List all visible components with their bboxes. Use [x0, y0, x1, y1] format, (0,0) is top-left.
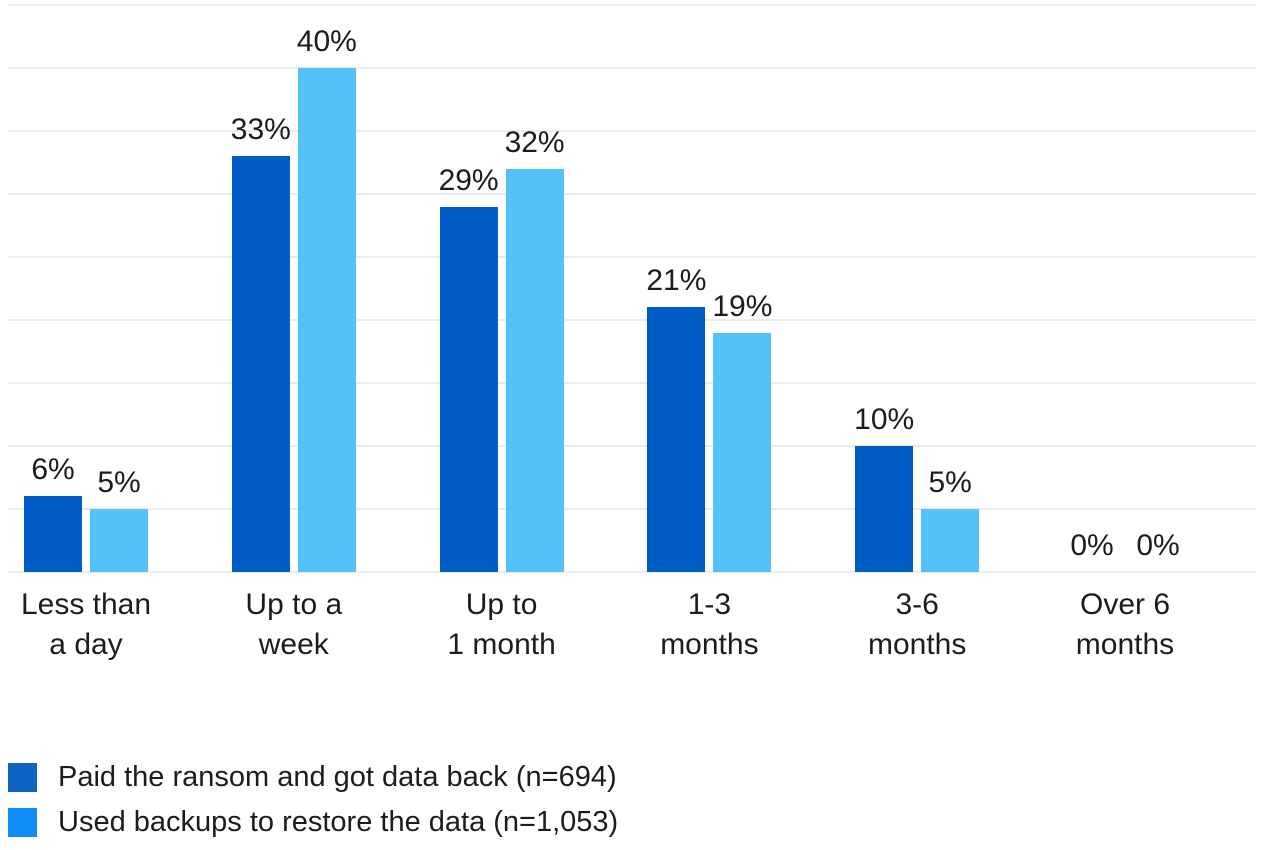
value-label-series1-cat1: 6%	[31, 453, 75, 487]
bar-series1-cat5	[855, 446, 914, 572]
x-axis-label-cat2: Up to a week	[190, 585, 398, 665]
x-axis-label-line: months	[1075, 628, 1175, 661]
value-label-series1-cat4: 21%	[646, 264, 707, 298]
x-axis-label-line: a day	[49, 628, 123, 661]
gridline-15pct	[8, 382, 1256, 384]
x-axis-label-line: 3-6	[895, 588, 939, 621]
x-axis-label-line: 1 month	[447, 628, 556, 661]
value-label-series2-cat6: 0%	[1136, 529, 1180, 562]
x-axis-label-cat3: Up to 1 month	[398, 585, 606, 665]
bar-series1-cat2	[231, 156, 290, 572]
x-axis-label-cat5: 3-6 months	[813, 585, 1021, 665]
legend-swatch-icon	[8, 763, 37, 792]
bar-series2-cat5	[921, 509, 980, 572]
gridline-30pct	[8, 193, 1256, 195]
value-label-series2-cat3: 32%	[504, 125, 565, 159]
bar-series1-cat3	[439, 206, 498, 572]
legend-label: Used backups to restore the data (n=1,05…	[58, 805, 619, 838]
value-label-series2-cat1: 5%	[97, 466, 141, 499]
legend-swatch-icon	[8, 808, 37, 837]
bar-series2-cat1	[90, 509, 148, 572]
x-axis-label-line: Over 6	[1079, 588, 1171, 621]
x-axis-label-line: 1-3	[687, 588, 732, 621]
gridline-45pct	[8, 4, 1256, 6]
x-axis-label-line: months	[660, 628, 759, 661]
gridline-5pct	[8, 508, 1256, 510]
bar-series2-cat3	[505, 168, 564, 572]
x-axis-label-line: Less than	[20, 588, 152, 621]
value-label-series1-cat2: 33%	[230, 113, 291, 147]
gridline-20pct	[8, 319, 1256, 321]
legend-label: Paid the ransom and got data back (n=694…	[58, 760, 617, 793]
legend-item-2: Used backups to restore the data (n=1,05…	[8, 805, 619, 838]
value-label-series1-cat6: 0%	[1070, 529, 1114, 562]
x-axis-label-line: Up to a	[245, 588, 343, 621]
bar-series2-cat4	[713, 332, 772, 572]
bar-series1-cat4	[647, 307, 706, 572]
plot-area: 6% 5% 33% 40% 29% 32% 21% 19% 10% 5% 0% 0%	[8, 4, 1256, 573]
value-label-series1-cat5: 10%	[854, 403, 915, 436]
bar-series1-cat1	[24, 496, 82, 572]
x-axis-label-cat6: Over 6 months	[1021, 585, 1229, 665]
value-label-series2-cat4: 19%	[712, 289, 773, 323]
gridline-40pct	[8, 67, 1256, 69]
gridline-0pct	[8, 571, 1256, 573]
x-axis-label-line: months	[867, 628, 967, 661]
legend: Paid the ransom and got data back (n=694…	[8, 760, 619, 850]
value-label-series2-cat2: 40%	[296, 25, 357, 58]
legend-item-1: Paid the ransom and got data back (n=694…	[8, 760, 618, 793]
bar-series2-cat2	[297, 68, 356, 572]
gridline-10pct	[8, 445, 1256, 447]
value-label-series2-cat5: 5%	[928, 466, 972, 499]
x-axis-label-line: week	[258, 628, 329, 661]
value-label-series1-cat3: 29%	[438, 163, 499, 197]
x-axis-label-line: Up to	[465, 588, 538, 621]
gridline-25pct	[8, 256, 1256, 258]
gridline-35pct	[8, 130, 1256, 132]
x-axis-label-cat1: Less than a day	[0, 585, 190, 665]
x-axis-label-cat4: 1-3 months	[605, 585, 813, 665]
